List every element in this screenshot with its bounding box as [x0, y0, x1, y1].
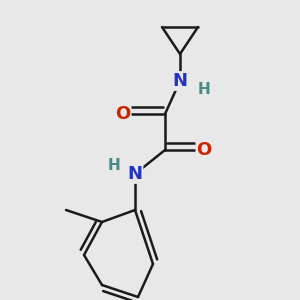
Text: O: O [116, 105, 130, 123]
Text: H: H [108, 158, 120, 172]
Text: O: O [196, 141, 211, 159]
Text: H: H [198, 82, 210, 98]
Text: N: N [128, 165, 142, 183]
Text: N: N [172, 72, 188, 90]
